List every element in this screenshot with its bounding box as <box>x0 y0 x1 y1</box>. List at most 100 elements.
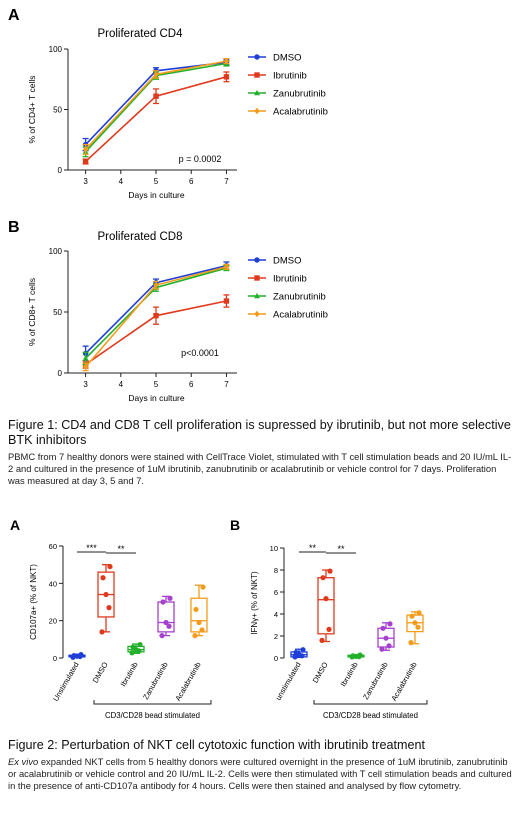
x-tick-label: 5 <box>154 380 159 389</box>
x-tick-label: 7 <box>224 380 229 389</box>
data-point <box>103 591 109 598</box>
legend-label: Ibrutinib <box>273 71 307 82</box>
data-point-ibrutinib <box>153 312 159 319</box>
y-tick-label: 100 <box>49 45 63 54</box>
y-tick-label: 100 <box>49 247 63 256</box>
data-point <box>350 653 356 659</box>
stimulation-bracket <box>93 700 212 705</box>
legend-marker <box>254 107 260 115</box>
data-point <box>193 606 199 613</box>
category-label: Zanubrutinib <box>361 661 390 702</box>
figure1-caption-body: PBMC from 7 healthy donors were stained … <box>8 451 512 487</box>
y-tick-label: 0 <box>274 654 278 663</box>
legend-label: Acalabrutinib <box>273 310 328 321</box>
x-tick-label: 3 <box>83 177 88 186</box>
data-point <box>408 640 414 646</box>
data-point-acalabrutinib <box>223 57 230 65</box>
x-tick-label: 5 <box>154 177 159 186</box>
data-point-ibrutinib <box>223 74 230 80</box>
data-point <box>409 613 415 619</box>
y-axis-label: % of CD4+ T cells <box>27 76 37 144</box>
legend-marker <box>254 89 260 96</box>
panel-label-b-bottom: B <box>230 517 240 533</box>
y-axis-label: IFNγ+ (% of NKT) <box>250 571 259 635</box>
data-point <box>78 652 84 658</box>
data-point <box>99 629 105 635</box>
significance-label: ** <box>337 544 345 554</box>
stimulation-bracket <box>313 700 428 705</box>
significance-label: ** <box>117 544 125 554</box>
y-tick-label: 50 <box>53 106 62 115</box>
y-tick-label: 0 <box>58 166 63 175</box>
figure2-caption-body-block: Ex vivo expanded NKT cells from 5 health… <box>8 756 514 793</box>
category-label: Ibrutinib <box>119 661 140 689</box>
p-value-annotation: p = 0.0002 <box>179 154 222 164</box>
figure2-caption-title: Figure 2: Perturbation of NKT cell cytot… <box>8 738 425 752</box>
legend-marker <box>254 72 260 78</box>
data-point <box>106 605 112 611</box>
data-point <box>196 619 202 626</box>
p-value-annotation: p<0.0001 <box>181 348 219 358</box>
y-tick-label: 8 <box>274 566 278 575</box>
y-tick-label: 2 <box>274 632 278 641</box>
y-tick-label: 50 <box>53 308 62 317</box>
y-axis-label: CD107a+ (% of NKT) <box>29 564 38 640</box>
y-axis-label: % of CD8+ T cells <box>27 278 37 346</box>
x-tick-label: 6 <box>189 177 194 186</box>
data-point <box>100 575 106 581</box>
figure2-caption: Figure 2: Perturbation of NKT cell cytot… <box>8 738 514 793</box>
legend-label: DMSO <box>273 256 302 267</box>
data-point <box>300 647 306 653</box>
data-point <box>357 652 363 658</box>
data-point <box>200 584 206 590</box>
data-point <box>192 633 198 639</box>
y-tick-label: 6 <box>274 588 278 597</box>
panel-label-b-top: B <box>8 219 20 236</box>
panel-label-a-bottom: A <box>10 517 20 533</box>
chart-title: Proliferated CD4 <box>97 28 183 40</box>
data-point-acalabrutinib <box>223 263 230 271</box>
legend-marker <box>254 292 260 299</box>
panel-label-a-top: A <box>8 7 20 24</box>
data-point-acalabrutinib <box>153 281 159 289</box>
category-label: Acalabrutinib <box>389 661 418 703</box>
x-tick-label: 6 <box>189 380 194 389</box>
data-point <box>387 621 393 627</box>
y-tick-label: 60 <box>49 542 57 551</box>
significance-label: *** <box>86 543 97 553</box>
data-point <box>386 643 392 649</box>
cd4-line-chart: Proliferated CD4 0 50 100 3 4 5 6 7 Days in cultu… <box>27 28 328 200</box>
legend-marker <box>254 54 260 60</box>
data-point <box>199 627 205 633</box>
figure2-caption-body: expanded NKT cells from 5 healthy donors… <box>8 756 512 792</box>
stimulation-label: CD3/CD28 bead stimulated <box>323 711 418 720</box>
figure1-caption-title: Figure 1: CD4 and CD8 T cell proliferati… <box>8 418 511 447</box>
legend-marker <box>254 310 260 318</box>
data-point <box>107 563 113 570</box>
data-point <box>415 624 421 630</box>
data-point <box>383 635 389 641</box>
y-tick-label: 10 <box>270 544 278 553</box>
data-point <box>412 620 418 626</box>
stimulation-label: CD3/CD28 bead stimulated <box>105 711 200 720</box>
figure2-caption-italic: Ex vivo <box>8 756 39 767</box>
data-point-zanubrutinib <box>82 355 89 361</box>
y-tick-label: 4 <box>274 610 278 619</box>
category-label: Zanubrutinib <box>141 661 170 702</box>
legend-marker <box>254 257 260 263</box>
data-point-acalabrutinib <box>82 363 89 371</box>
data-point <box>160 599 166 605</box>
box-acalabrutinib <box>190 597 208 633</box>
category-label: DMSO <box>311 660 330 684</box>
significance-label: ** <box>309 543 317 553</box>
data-point-ibrutinib <box>82 158 89 165</box>
data-point <box>129 650 135 656</box>
data-point <box>326 626 332 633</box>
x-tick-label: 4 <box>119 380 124 389</box>
x-tick-label: 3 <box>83 380 88 389</box>
legend-label: Acalabrutinib <box>273 107 328 118</box>
legend-label: Zanubrutinib <box>273 89 326 100</box>
x-axis-label: Days in culture <box>128 393 184 403</box>
data-point <box>380 625 386 631</box>
category-label: Unstimulated <box>51 661 81 703</box>
